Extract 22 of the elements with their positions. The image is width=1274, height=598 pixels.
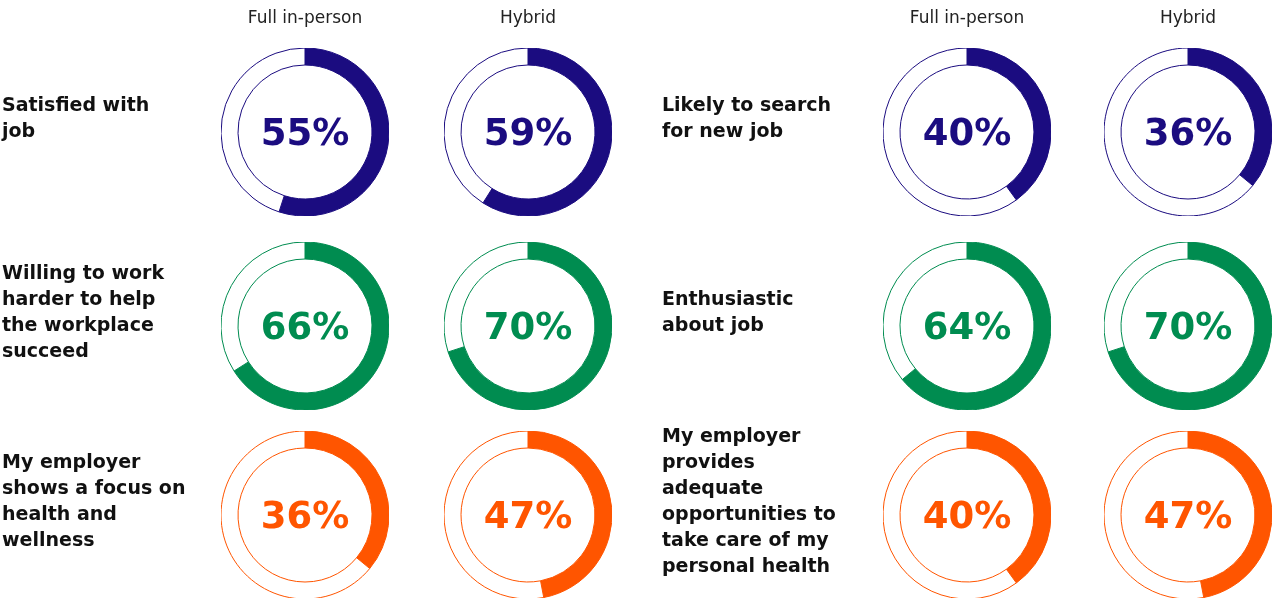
text: 36%: [1143, 110, 1233, 154]
text: 70%: [483, 304, 573, 348]
text: 47%: [483, 493, 573, 537]
text: Satisfied with job: [2, 92, 151, 143]
text: Likely to search for new job: [662, 92, 833, 143]
chart-title: Full in-person: [246, 7, 364, 27]
text: 64%: [922, 304, 1012, 348]
text: Enthusiastic about job: [662, 286, 795, 337]
chart-title: Full in-person: [908, 7, 1026, 27]
text: 55%: [260, 110, 350, 154]
text: 70%: [1143, 304, 1233, 348]
text: Willing to work harder to help the workplace succeed: [2, 260, 166, 363]
text: My employer provides adequate opportunities to take care of my personal health: [662, 423, 837, 578]
chart-title: Hybrid: [498, 7, 558, 27]
text: 36%: [260, 493, 350, 537]
text: 59%: [483, 110, 573, 154]
text: 66%: [260, 304, 350, 348]
text: 47%: [1143, 493, 1233, 537]
text: 40%: [922, 110, 1012, 154]
text: 40%: [922, 493, 1012, 537]
chart-title: Hybrid: [1158, 7, 1218, 27]
text: My employer shows a focus on health and wellness: [2, 449, 187, 552]
